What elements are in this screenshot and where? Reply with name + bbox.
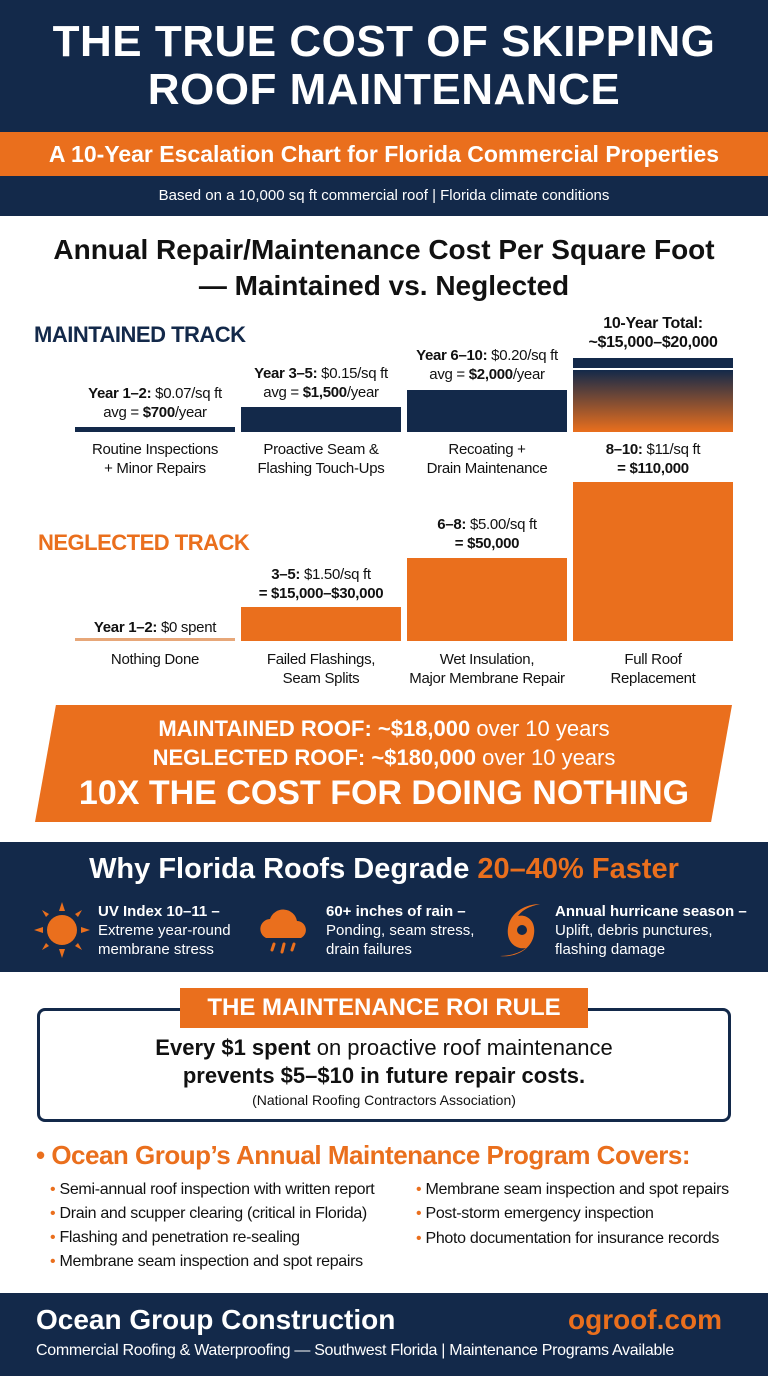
maintained-stage-2-label: Year 3–5: $0.15/sq ft avg = $1,500/year [254,365,388,401]
why-florida-section [0,842,768,972]
maintained-stage-1-desc: Routine Inspections + Minor Repairs [91,441,219,477]
maintained-stage-2-desc: Proactive Seam & Flashing Touch-Ups [257,441,385,477]
list-item: Photo documentation for insurance record… [416,1226,746,1249]
list-item: Membrane seam inspection and spot repair… [50,1250,420,1274]
neglected-stage-2-desc: Failed Flashings, Seam Splits [266,651,376,687]
program-list-left: Semi-annual roof inspection with written… [50,1178,420,1274]
maintained-stage-3-desc: Recoating + Drain Maintenance [426,441,548,477]
neglected-stage-4-desc: Full Roof Replacement [610,651,696,687]
subtitle-band: A 10-Year Escalation Chart for Florida C… [0,132,768,176]
title-line-2: ROOF MAINTENANCE [147,65,621,114]
neglected-stage-3-desc: Wet Insulation, Major Membrane Repair [409,651,565,687]
sun-icon [34,902,90,958]
list-item: Flashing and penetration re-sealing [50,1226,420,1250]
maintained-total-bar [573,358,733,368]
company-name: Ocean Group Construction [36,1304,396,1335]
roi-title: THE MAINTENANCE ROI RULE [180,988,588,1028]
list-item: Drain and scupper clearing (critical in … [50,1202,420,1226]
program-title: • Ocean Group’s Annual Maintenance Progr… [36,1140,691,1170]
maintained-total-gradient [573,370,733,432]
neglected-stage-4-label: 8–10: $11/sq ft = $110,000 [605,441,701,477]
neglected-bar-3 [407,558,567,641]
maintained-stage-1-label: Year 1–2: $0.07/sq ft avg = $700/year [88,385,222,421]
summary-maintained: MAINTAINED ROOF: ~$18,000 over 10 years [158,716,610,741]
summary-headline: 10X THE COST FOR DOING NOTHING [78,774,690,812]
summary-neglected: NEGLECTED ROOF: ~$180,000 over 10 years [152,745,616,770]
neglected-stage-3-label: 6–8: $5.00/sq ft = $50,000 [437,516,537,552]
chart-title-line-2: — Maintained vs. Neglected [198,270,570,301]
why-title: Why Florida Roofs Degrade 20–40% Faster [89,853,679,885]
maintained-stage-3-label: Year 6–10: $0.20/sq ft avg = $2,000/year [416,347,558,383]
maintained-total-label: 10-Year Total: ~$15,000–$20,000 [588,315,718,351]
hurricane-icon [500,904,540,957]
neglected-stage-1-label: Year 1–2: $0 spent [93,619,217,636]
chart-title: Annual Repair/Maintenance Cost Per Squar… [0,232,768,304]
summary-banner [35,705,732,822]
fact-hurricane: Annual hurricane season – Uplift, debris … [555,903,747,958]
footer-tagline: Commercial Roofing & Waterproofing — Sou… [36,1342,674,1359]
maintained-bar-2 [241,407,401,432]
roi-source: (National Roofing Contractors Associatio… [252,1092,516,1108]
neglected-stage-1-desc: Nothing Done [110,651,200,668]
fact-uv: UV Index 10–11 – Extreme year-round membra… [98,903,231,958]
neglected-stage-2-label: 3–5: $1.50/sq ft = $15,000–$30,000 [258,566,384,602]
header [0,0,768,132]
neglected-track-label: NEGLECTED TRACK [38,530,250,555]
title-line-1: THE TRUE COST OF SKIPPING [52,17,716,66]
neglected-bar-1 [75,638,235,641]
maintained-bar-3 [407,390,567,432]
program-list-right: Membrane seam inspection and spot repair… [416,1178,746,1249]
neglected-bar-4 [573,482,733,641]
fact-rain: 60+ inches of rain – Ponding, seam stress… [326,903,475,958]
maintained-track-label: MAINTAINED TRACK [34,322,246,347]
website-link[interactable]: ogroof.com [568,1304,722,1335]
neglected-bar-2 [241,607,401,641]
basis-note: Based on a 10,000 sq ft commercial roof … [0,176,768,216]
page-title: THE TRUE COST OF SKIPPING ROOF MAINTENANC… [0,18,768,114]
chart-title-line-1: Annual Repair/Maintenance Cost Per Squar… [53,234,715,265]
maintained-bar-1 [75,427,235,432]
rain-cloud-icon [260,909,306,954]
list-item: Membrane seam inspection and spot repair… [416,1178,746,1202]
roi-text: Every $1 spent on proactive roof mainten… [155,1035,613,1088]
footer [0,1293,768,1376]
list-item: Post-storm emergency inspection [416,1202,746,1226]
list-item: Semi-annual roof inspection with written… [50,1178,420,1202]
